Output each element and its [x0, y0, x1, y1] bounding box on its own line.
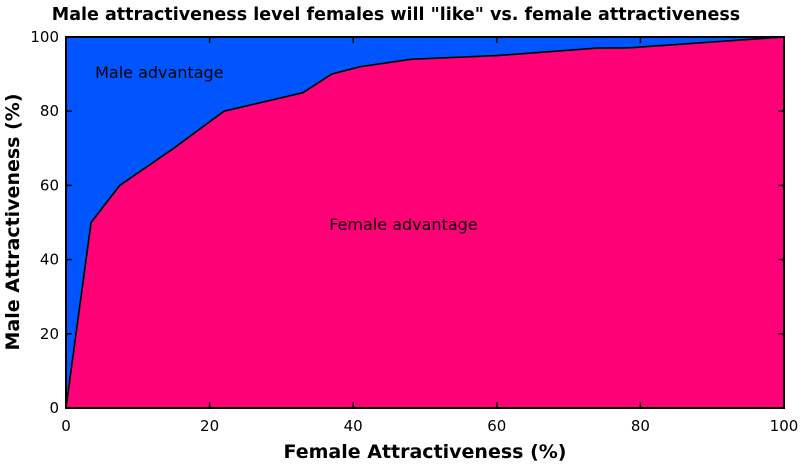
- x-axis-label: Female Attractiveness (%): [284, 441, 567, 463]
- x-tick-label: 0: [61, 417, 71, 435]
- area-below-curve: [66, 37, 784, 408]
- y-tick-label: 100: [30, 28, 59, 46]
- chart-title: Male attractiveness level females will "…: [52, 5, 740, 25]
- x-tick-label: 100: [770, 417, 799, 435]
- x-axis-ticks: 0 20 40 60 80 100: [61, 37, 798, 435]
- y-axis-label: Male Attractiveness (%): [2, 94, 24, 351]
- region-labels: Male advantage Female advantage: [95, 63, 478, 234]
- x-tick-label: 40: [344, 417, 363, 435]
- region-label: Female advantage: [329, 215, 477, 234]
- y-tick-label: 60: [40, 176, 59, 194]
- plot-frame: [65, 36, 785, 409]
- y-axis-ticks: 0 20 40 60 80 100: [30, 28, 784, 417]
- y-tick-label: 20: [40, 325, 59, 343]
- y-tick-label: 40: [40, 251, 59, 269]
- series-line: [65, 36, 785, 409]
- y-tick-label: 80: [40, 102, 59, 120]
- x-tick-label: 80: [631, 417, 650, 435]
- y-tick-label: 0: [49, 399, 59, 417]
- region-label: Male advantage: [95, 63, 223, 82]
- x-tick-label: 20: [200, 417, 219, 435]
- x-tick-label: 60: [487, 417, 506, 435]
